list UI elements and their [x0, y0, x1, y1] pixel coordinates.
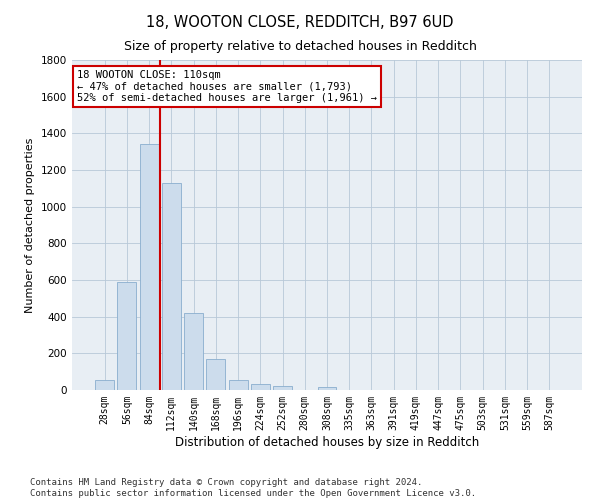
Y-axis label: Number of detached properties: Number of detached properties: [25, 138, 35, 312]
Bar: [229, 380, 248, 390]
Bar: [251, 384, 270, 390]
Text: 18, WOOTON CLOSE, REDDITCH, B97 6UD: 18, WOOTON CLOSE, REDDITCH, B97 6UD: [146, 15, 454, 30]
Bar: [273, 386, 292, 390]
Bar: [206, 359, 225, 390]
Text: 18 WOOTON CLOSE: 110sqm
← 47% of detached houses are smaller (1,793)
52% of semi: 18 WOOTON CLOSE: 110sqm ← 47% of detache…: [77, 70, 377, 103]
Bar: [95, 380, 114, 390]
Bar: [162, 183, 181, 390]
X-axis label: Distribution of detached houses by size in Redditch: Distribution of detached houses by size …: [175, 436, 479, 448]
Bar: [140, 144, 158, 390]
Text: Size of property relative to detached houses in Redditch: Size of property relative to detached ho…: [124, 40, 476, 53]
Bar: [317, 387, 337, 390]
Bar: [184, 313, 203, 390]
Text: Contains HM Land Registry data © Crown copyright and database right 2024.
Contai: Contains HM Land Registry data © Crown c…: [30, 478, 476, 498]
Bar: [118, 282, 136, 390]
